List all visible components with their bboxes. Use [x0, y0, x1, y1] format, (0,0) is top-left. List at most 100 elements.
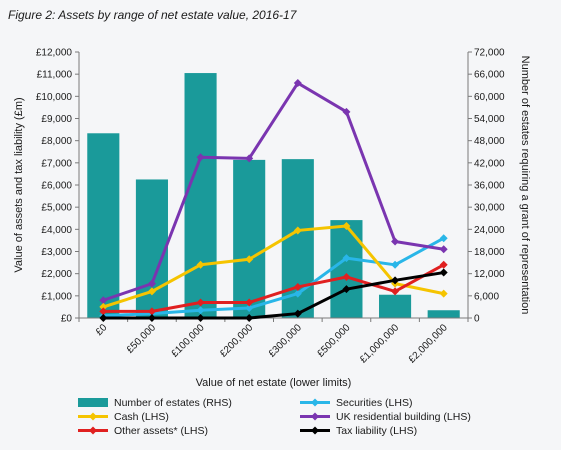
- right-tick-label: 0: [474, 314, 480, 325]
- series-point-tax-liability-lhs: [99, 314, 108, 322]
- right-tick-label: 60,000: [474, 92, 505, 103]
- bar-number-of-estates: [379, 294, 412, 318]
- bar-number-of-estates: [427, 310, 460, 318]
- series-point-securities-lhs: [245, 304, 254, 313]
- left-tick-label: £1,000: [41, 291, 72, 302]
- left-tick-label: £0: [61, 314, 73, 325]
- x-tick-label: £500,000: [315, 322, 353, 360]
- legend-label-other-assets-lhs: Other assets* (LHS): [114, 425, 208, 437]
- left-tick-label: £2,000: [41, 269, 72, 280]
- series-point-uk-residential-building-lhs: [391, 237, 400, 246]
- x-tick-label: £2,000,000: [407, 322, 450, 365]
- series-point-other-assets-lhs: [391, 287, 400, 296]
- right-axis-title: Number of estates requiring a grant of r…: [519, 56, 531, 315]
- series-line-uk-residential-building-lhs: [101, 81, 446, 302]
- right-tick-label: 30,000: [474, 203, 505, 214]
- left-tick-label: £6,000: [41, 181, 72, 192]
- right-tick-label: 6,000: [474, 291, 499, 302]
- series-point-uk-residential-building-lhs: [196, 153, 205, 162]
- x-tick-label: £300,000: [267, 322, 305, 360]
- figure-title: Figure 2: Assets by range of net estate …: [8, 8, 297, 22]
- x-tick-label: £200,000: [218, 322, 256, 360]
- series-line-other-assets-lhs: [101, 263, 446, 313]
- bar-number-of-estates: [233, 159, 266, 318]
- legend-label-number-of-estates-rhs: Number of estates (RHS): [114, 397, 232, 409]
- left-tick-label: £4,000: [41, 225, 72, 236]
- left-tick-label: £8,000: [41, 136, 72, 147]
- series-point-cash-lhs: [439, 289, 448, 298]
- series-point-tax-liability-lhs: [196, 314, 205, 322]
- x-tick-label: £0: [94, 322, 110, 338]
- right-tick-label: 54,000: [474, 114, 505, 125]
- series-point-tax-liability-lhs: [439, 268, 448, 277]
- right-tick-label: 18,000: [474, 247, 505, 258]
- series-point-uk-residential-building-lhs: [147, 279, 156, 288]
- legend-label-securities-lhs: Securities (LHS): [336, 397, 412, 409]
- legend-label-cash-lhs: Cash (LHS): [114, 411, 169, 423]
- series-point-uk-residential-building-lhs: [245, 154, 254, 163]
- right-tick-label: 12,000: [474, 269, 505, 280]
- left-tick-label: £9,000: [41, 114, 72, 125]
- series-point-cash-lhs: [99, 302, 108, 311]
- legend-label-tax-liability-lhs: Tax liability (LHS): [336, 425, 417, 437]
- series-point-other-assets-lhs: [99, 307, 108, 316]
- left-tick-label: £11,000: [37, 70, 73, 81]
- legend-swatch-number-of-estates-rhs: [78, 398, 108, 407]
- legend-marker-tax-liability-lhs: [311, 426, 319, 435]
- series-point-cash-lhs: [196, 260, 205, 269]
- x-tick-label: £50,000: [125, 322, 159, 356]
- series-point-tax-liability-lhs: [147, 314, 156, 322]
- series-point-cash-lhs: [147, 287, 156, 296]
- series-point-securities-lhs: [293, 289, 302, 298]
- legend-label-uk-residential-building-lhs: UK residential building (LHS): [336, 411, 471, 423]
- series-point-cash-lhs: [342, 222, 351, 231]
- series-point-uk-residential-building-lhs: [99, 296, 108, 305]
- series-point-securities-lhs: [342, 254, 351, 263]
- left-tick-label: £5,000: [41, 203, 72, 214]
- series-point-cash-lhs: [293, 226, 302, 235]
- legend-marker-securities-lhs: [311, 398, 319, 407]
- bar-number-of-estates: [330, 220, 363, 318]
- series-point-cash-lhs: [245, 255, 254, 264]
- series-line-securities-lhs: [101, 236, 446, 318]
- series-line-cash-lhs: [101, 224, 446, 309]
- legend-marker-cash-lhs: [89, 412, 97, 421]
- right-tick-label: 48,000: [474, 136, 505, 147]
- series-point-other-assets-lhs: [147, 307, 156, 316]
- series-point-securities-lhs: [391, 260, 400, 269]
- x-tick-label: £100,000: [169, 322, 207, 360]
- right-tick-label: 42,000: [474, 158, 505, 169]
- series-point-uk-residential-building-lhs: [342, 107, 351, 116]
- series-point-other-assets-lhs: [196, 298, 205, 307]
- series-line-tax-liability-lhs: [101, 271, 446, 320]
- series-point-other-assets-lhs: [342, 272, 351, 281]
- left-tick-label: £10,000: [36, 92, 73, 103]
- series-point-other-assets-lhs: [439, 260, 448, 269]
- x-axis-title: Value of net estate (lower limits): [196, 377, 352, 389]
- series-point-tax-liability-lhs: [245, 314, 254, 322]
- legend-marker-uk-residential-building-lhs: [311, 412, 319, 421]
- right-tick-label: 24,000: [474, 225, 505, 236]
- left-tick-label: £7,000: [41, 158, 72, 169]
- left-tick-label: £12,000: [36, 48, 73, 59]
- left-axis-title: Value of assets and tax liability (£m): [13, 97, 25, 272]
- series-point-uk-residential-building-lhs: [293, 79, 302, 88]
- bar-number-of-estates: [87, 133, 120, 318]
- series-point-other-assets-lhs: [293, 282, 302, 291]
- series-point-securities-lhs: [439, 234, 448, 243]
- right-tick-label: 36,000: [474, 181, 505, 192]
- right-tick-label: 66,000: [474, 70, 505, 81]
- series-point-tax-liability-lhs: [391, 276, 400, 285]
- series-point-tax-liability-lhs: [293, 309, 302, 318]
- series-point-tax-liability-lhs: [342, 285, 351, 294]
- legend-marker-other-assets-lhs: [89, 426, 97, 435]
- right-tick-label: 72,000: [474, 48, 505, 59]
- bar-number-of-estates: [135, 179, 168, 318]
- series-point-other-assets-lhs: [245, 298, 254, 307]
- x-tick-label: £1,000,000: [358, 322, 401, 365]
- left-tick-label: £3,000: [41, 247, 72, 258]
- series-point-securities-lhs: [196, 306, 205, 315]
- series-point-uk-residential-building-lhs: [439, 245, 448, 254]
